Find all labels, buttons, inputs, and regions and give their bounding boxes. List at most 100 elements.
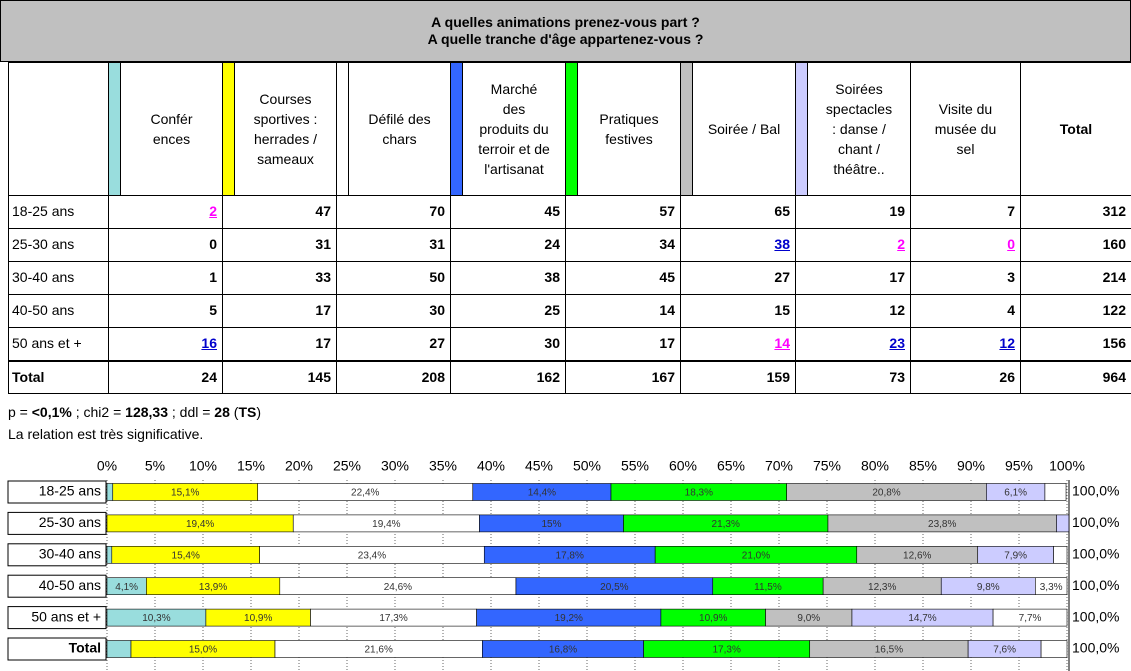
x-tick-label: 95% (1005, 458, 1033, 474)
table-cell: 964 (1020, 360, 1131, 394)
row-label: 30-40 ans (8, 261, 109, 295)
x-tick-label: 100% (1049, 458, 1085, 474)
value-label: 17,3% (379, 613, 407, 624)
value-label: 16,5% (875, 645, 903, 656)
table-cell: 70 (336, 195, 451, 229)
x-tick-label: 40% (477, 458, 505, 474)
table-cell: 12 (910, 327, 1021, 361)
value-label: 15% (541, 519, 561, 530)
table-cell: 65 (680, 195, 796, 229)
column-header: Soirées spectacles : danse / chant / thé… (795, 62, 911, 196)
table-cell: 14 (680, 327, 796, 361)
table-cell: 19 (795, 195, 911, 229)
table-cell: 30 (450, 327, 566, 361)
x-tick-label: 85% (909, 458, 937, 474)
row-label: 40-50 ans (39, 577, 101, 593)
stats-part: TS (238, 404, 257, 420)
x-tick-label: 10% (189, 458, 217, 474)
row-total-label: 100,0% (1072, 640, 1119, 656)
value-label: 22,4% (351, 488, 379, 499)
row-total-label: 100,0% (1072, 608, 1119, 624)
table-cell: 167 (565, 360, 681, 394)
x-tick-label: 60% (669, 458, 697, 474)
value-label: 23,4% (358, 550, 386, 561)
table-cell: 38 (680, 228, 796, 262)
value-label: 18,3% (685, 488, 713, 499)
value-label: 10,9% (699, 613, 727, 624)
row-label-box (7, 480, 107, 504)
table-cell: 214 (1020, 261, 1131, 295)
bar-segment (1056, 514, 1070, 533)
row-label: 50 ans et + (8, 327, 109, 361)
value-label: 24,6% (384, 582, 412, 593)
value-label: 9,0% (797, 613, 820, 624)
table-cell: 17 (565, 327, 681, 361)
table-cell: 24 (450, 228, 566, 262)
column-header-label: Défilé des chars (368, 111, 431, 147)
x-tick-label: 70% (765, 458, 793, 474)
column-header: Soirée / Bal (680, 62, 796, 196)
value-label: 7,9% (1004, 550, 1027, 561)
row-label-box (7, 606, 107, 630)
value-label: 10,3% (142, 613, 170, 624)
table-cell: 162 (450, 360, 566, 394)
table-cell: 3 (910, 261, 1021, 295)
table-cell: 160 (1020, 228, 1131, 262)
title-box: A quelles animations prenez-vous part ? … (0, 0, 1131, 62)
row-label: 18-25 ans (39, 483, 101, 499)
value-label: 17,8% (556, 550, 584, 561)
column-header: Pratiques festives (565, 62, 681, 196)
table-cell: 312 (1020, 195, 1131, 229)
table-cell: 17 (795, 261, 911, 295)
row-total-label: 100,0% (1072, 546, 1119, 562)
row-label: 30-40 ans (39, 546, 101, 562)
value-label: 23,8% (928, 519, 956, 530)
x-tick-label: 80% (861, 458, 889, 474)
table-cell: 34 (565, 228, 681, 262)
x-tick-label: 35% (429, 458, 457, 474)
row-total-label: 100,0% (1072, 514, 1119, 530)
table-cell: 0 (910, 228, 1021, 262)
value-label: 21,0% (742, 550, 770, 561)
column-color-strip (796, 63, 808, 195)
column-header: Défilé des chars (336, 62, 451, 196)
table-cell: 4 (910, 294, 1021, 328)
value-label: 7,6% (993, 645, 1016, 656)
table-cell: 50 (336, 261, 451, 295)
value-label: 13,9% (199, 582, 227, 593)
column-header-label: Soirées spectacles : danse / chant / thé… (825, 81, 893, 177)
row-label-box (7, 637, 107, 661)
row-label: 50 ans et + (31, 608, 101, 624)
x-tick-label: 45% (525, 458, 553, 474)
stats-part: 28 (214, 404, 230, 420)
table-cell: 33 (222, 261, 337, 295)
conclusion: La relation est très significative. (8, 426, 204, 442)
value-label: 12,3% (868, 582, 896, 593)
row-label-box (7, 574, 107, 598)
column-header: Visite du musée du sel (910, 62, 1021, 196)
stats-part: ) (256, 404, 261, 420)
row-label: 18-25 ans (8, 195, 109, 229)
table-cell: 38 (450, 261, 566, 295)
x-tick-label: 55% (621, 458, 649, 474)
stats-part: ( (229, 404, 239, 420)
column-color-strip (681, 63, 693, 195)
title-line: A quelle tranche d'âge appartenez-vous ? (427, 31, 704, 47)
column-color-strip (223, 63, 235, 195)
table-cell: 7 (910, 195, 1021, 229)
table-cell: 17 (222, 294, 337, 328)
bar-segment (106, 483, 114, 501)
table-cell: 15 (680, 294, 796, 328)
column-header-label: Pratiques festives (599, 111, 659, 147)
stats-line: p = <0,1% ; chi2 = 128,33 ; ddl = 28 (TS… (8, 404, 261, 420)
value-label: 20,8% (872, 488, 900, 499)
value-label: 15,4% (172, 550, 200, 561)
value-label: 4,1% (115, 582, 138, 593)
table-cell: 5 (108, 294, 223, 328)
bar-segment (992, 608, 1068, 627)
table-cell: 12 (795, 294, 911, 328)
table-cell: 2 (108, 195, 223, 229)
column-color-strip (566, 63, 578, 195)
value-label: 19,4% (186, 519, 214, 530)
stats-part: 128,33 (125, 404, 168, 420)
